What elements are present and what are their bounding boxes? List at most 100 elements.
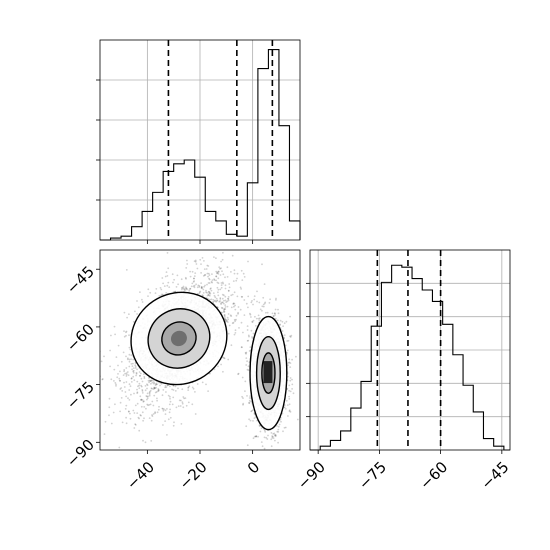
scatter-point (237, 373, 240, 376)
scatter-point (289, 377, 292, 379)
scatter-point (272, 433, 275, 435)
scatter-point (151, 450, 153, 452)
scatter-point (120, 387, 123, 389)
scatter-point (279, 323, 281, 326)
scatter-point (140, 399, 142, 401)
scatter-point (193, 277, 195, 280)
scatter-xtick-label: −40 (123, 458, 158, 493)
scatter-point (109, 365, 111, 368)
scatter-point (197, 284, 200, 287)
scatter-point (236, 277, 238, 280)
scatter-point (147, 295, 149, 297)
scatter-point (193, 286, 196, 289)
scatter-point (139, 372, 142, 375)
scatter-point (270, 438, 273, 441)
scatter-point (200, 285, 203, 288)
scatter-point (216, 286, 219, 289)
scatter-point (132, 375, 135, 378)
scatter-point (132, 370, 135, 373)
scatter-point (206, 264, 209, 267)
scatter-point (125, 395, 127, 398)
scatter-point (207, 294, 210, 297)
scatter-point (128, 399, 131, 401)
scatter-point (125, 381, 128, 383)
scatter-point (200, 287, 203, 290)
y-hist-frame (309, 249, 511, 451)
scatter-point (181, 287, 184, 290)
scatter-point (283, 406, 286, 409)
scatter-point (141, 380, 144, 383)
scatter-point (259, 317, 261, 320)
scatter-point (222, 302, 225, 305)
scatter-point (169, 416, 172, 419)
scatter-point (246, 368, 249, 371)
scatter-point (110, 334, 112, 337)
scatter-point (270, 445, 273, 448)
scatter-point (226, 276, 229, 278)
scatter-point (162, 408, 164, 410)
scatter-point (191, 270, 194, 273)
scatter-point (258, 425, 261, 427)
scatter-point (172, 389, 175, 391)
scatter-point (220, 234, 222, 236)
scatter-point (263, 447, 266, 450)
scatter-point (279, 418, 282, 421)
scatter-point (140, 414, 142, 417)
scatter-point (127, 313, 130, 316)
scatter-point (196, 267, 199, 270)
scatter-point (134, 365, 137, 368)
scatter-point (261, 305, 264, 308)
scatter-point (236, 295, 239, 298)
scatter-point (247, 295, 250, 298)
scatter-point (180, 399, 182, 402)
scatter-point (203, 268, 206, 270)
scatter-point (249, 313, 252, 316)
scatter-point (135, 372, 138, 375)
scatter-point (226, 300, 229, 303)
scatter-point (233, 302, 236, 305)
scatter-point (150, 440, 153, 442)
scatter-point (176, 274, 179, 277)
scatter-point (274, 434, 276, 437)
scatter-point (116, 376, 119, 379)
scatter-point (124, 372, 126, 375)
scatter-point (289, 335, 291, 338)
scatter-point (216, 272, 218, 275)
scatter-point (207, 275, 209, 278)
scatter-point (257, 314, 260, 317)
scatter-point (138, 417, 141, 420)
scatter-point (167, 281, 170, 284)
scatter-point (193, 275, 196, 277)
scatter-point (190, 285, 193, 288)
scatter-point (258, 301, 261, 304)
scatter-point (196, 383, 199, 385)
scatter-point (163, 408, 165, 410)
scatter-point (231, 322, 234, 325)
scatter-point (101, 378, 104, 381)
scatter-ytick-label: −60 (63, 320, 98, 355)
scatter-point (198, 285, 201, 287)
scatter-point (277, 431, 280, 433)
contour-line (147, 308, 211, 369)
scatter-point (232, 303, 235, 305)
scatter-point (242, 331, 244, 334)
scatter-point (224, 317, 226, 320)
scatter-point (266, 438, 269, 440)
y-hist-xtick-label: −75 (355, 458, 390, 493)
scatter-point (198, 291, 201, 294)
scatter-point (291, 388, 293, 390)
scatter-point (193, 277, 195, 280)
scatter-point (243, 276, 246, 278)
scatter-point (290, 334, 293, 337)
scatter-point (138, 387, 141, 389)
scatter-point (108, 406, 111, 409)
scatter-point (274, 308, 277, 311)
scatter-point (224, 306, 227, 308)
scatter-point (243, 299, 246, 301)
scatter-point (155, 383, 158, 386)
scatter-point (224, 304, 227, 306)
scatter-point (144, 389, 147, 392)
scatter-point (126, 316, 128, 319)
scatter-point (151, 381, 154, 384)
x-hist-frame (99, 39, 301, 241)
